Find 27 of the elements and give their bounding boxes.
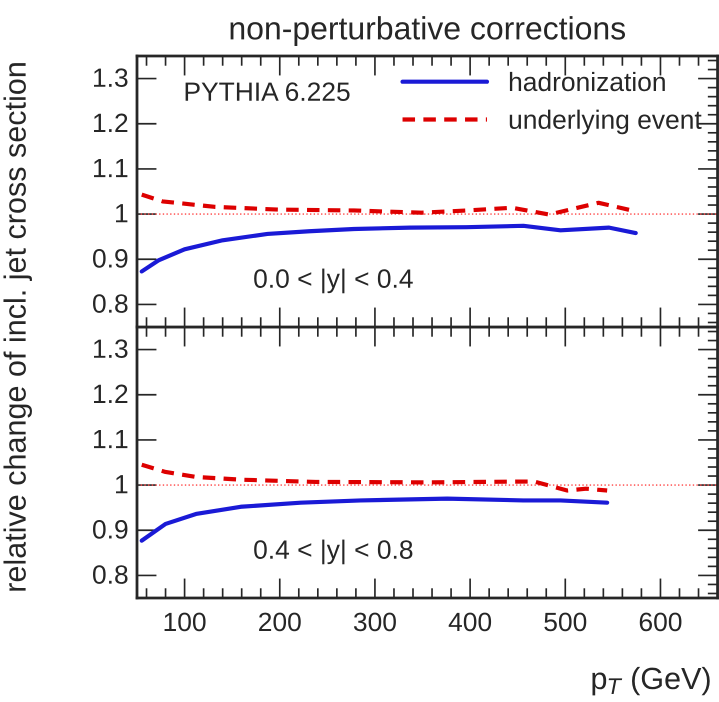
y-tick-label: 1 — [116, 204, 128, 222]
y-tick-label: 1.3 — [94, 68, 128, 88]
x-tick-label: 300 — [354, 612, 396, 632]
y-tick-label: 1.1 — [94, 430, 128, 448]
x-tick-label: 200 — [259, 612, 301, 632]
annotation: 0.4 < |y| < 0.8 — [254, 540, 412, 564]
x-axis-title: p$_{T}$ (GeV) — [592, 666, 710, 696]
annotation: 0.0 < |y| < 0.4 — [254, 268, 413, 294]
chart-title: non-perturbative corrections — [230, 16, 626, 46]
y-tick-label: 1.1 — [94, 158, 128, 178]
x-tick-label: 500 — [544, 612, 586, 632]
x-tick-label: 400 — [448, 612, 492, 632]
annotation: PYTHIA 6.225 — [186, 82, 350, 102]
y-tick-label: 1.3 — [94, 339, 128, 358]
y-tick-label: 0.9 — [93, 249, 128, 268]
y-axis-title: relative change of incl. jet cross section — [3, 63, 32, 591]
y-tick-label: 1.2 — [94, 384, 128, 403]
x-tick-label: 100 — [164, 612, 206, 632]
legend-label: hadronization — [510, 72, 665, 92]
y-tick-label: 0.8 — [93, 294, 128, 313]
x-tick-label: 600 — [640, 612, 682, 632]
y-tick-label: 0.8 — [93, 565, 128, 584]
y-tick-label: 0.9 — [93, 520, 128, 539]
y-tick-label: 1.2 — [94, 114, 128, 132]
line-series — [140, 462, 610, 493]
y-tick-label: 1 — [116, 475, 128, 494]
legend-label: underlying event — [510, 110, 702, 134]
